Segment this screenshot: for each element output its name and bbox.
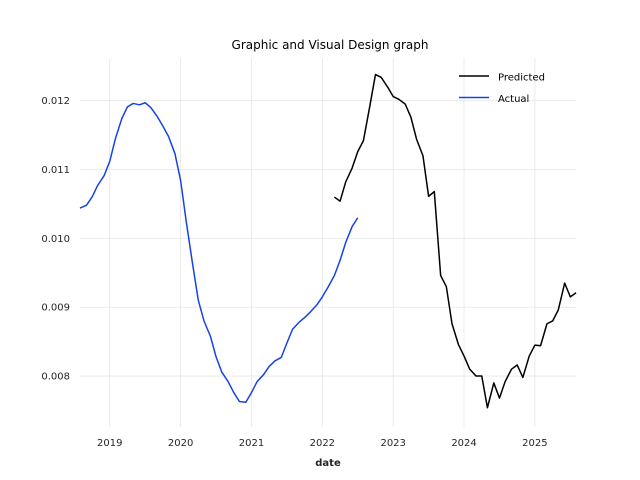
x-tick-label: 2024 bbox=[451, 438, 476, 449]
legend-label-predicted: Predicted bbox=[498, 73, 545, 84]
x-tick-label: 2023 bbox=[380, 438, 405, 449]
series-line-predicted bbox=[333, 73, 577, 409]
y-tick-label: 0.010 bbox=[41, 234, 70, 245]
legend: Predicted Actual bbox=[459, 73, 545, 105]
y-tick-label: 0.009 bbox=[41, 303, 70, 314]
series-line-actual bbox=[79, 102, 359, 403]
legend-label-actual: Actual bbox=[498, 94, 529, 105]
x-tick-label: 2025 bbox=[522, 438, 547, 449]
x-axis-label: date bbox=[315, 458, 341, 469]
y-tick-label: 0.012 bbox=[41, 96, 70, 107]
x-tick-label: 2019 bbox=[97, 438, 122, 449]
series-lines bbox=[79, 73, 577, 409]
x-tick-label: 2022 bbox=[310, 438, 335, 449]
chart-title: Graphic and Visual Design graph bbox=[232, 38, 429, 52]
grid bbox=[80, 58, 576, 427]
x-tick-label: 2020 bbox=[168, 438, 193, 449]
y-tick-label: 0.008 bbox=[41, 372, 70, 383]
y-axis-ticks: 0.008 0.009 0.010 0.011 0.012 bbox=[41, 96, 70, 382]
x-tick-label: 2021 bbox=[239, 438, 264, 449]
x-axis-ticks: 2019 2020 2021 2022 2023 2024 2025 bbox=[97, 438, 548, 449]
y-tick-label: 0.011 bbox=[41, 165, 70, 176]
